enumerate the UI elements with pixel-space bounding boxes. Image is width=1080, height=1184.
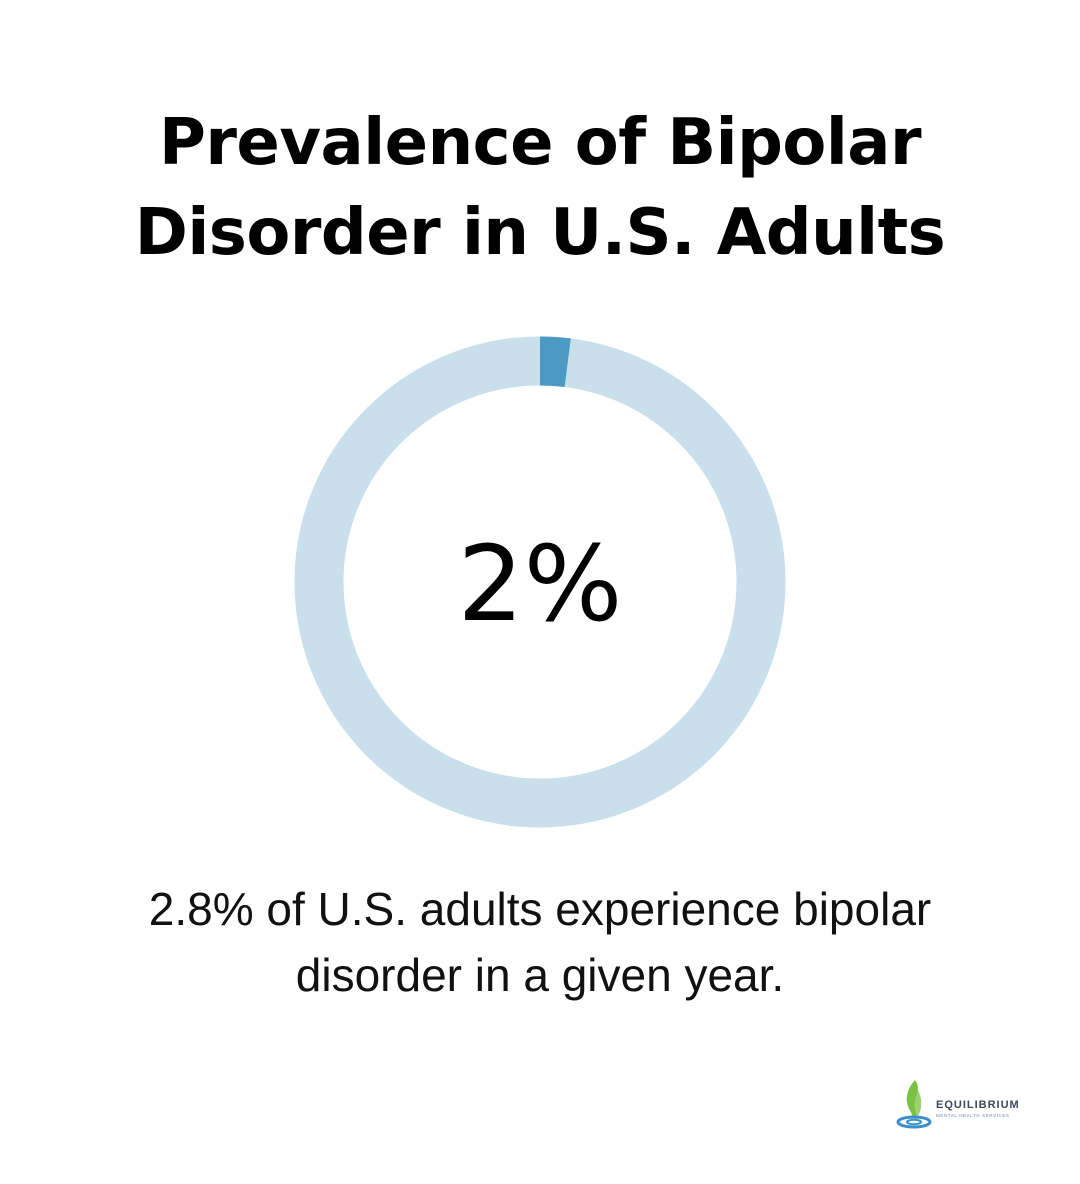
donut-chart: 2% bbox=[290, 332, 790, 832]
logo-name: EQUILIBRIUM bbox=[936, 1099, 1020, 1111]
chart-title-line-2: Disorder in U.S. Adults bbox=[134, 196, 946, 270]
water-ring-inner bbox=[906, 1118, 922, 1126]
chart-caption: 2.8% of U.S. adults experience bipolar d… bbox=[60, 876, 1020, 1008]
chart-title: Prevalence of Bipolar Disorder in U.S. A… bbox=[60, 98, 1020, 278]
flame-leaf-icon bbox=[896, 1080, 932, 1129]
water-ring bbox=[896, 1115, 932, 1129]
chart-title-line-1: Prevalence of Bipolar bbox=[158, 106, 922, 180]
leaf-shape bbox=[906, 1080, 918, 1119]
equilibrium-logo: EQUILIBRIUM MENTAL HEALTH SERVICES bbox=[894, 1076, 1034, 1132]
logo-tagline: MENTAL HEALTH SERVICES bbox=[936, 1113, 1010, 1118]
chart-caption-line-1: 2.8% of U.S. adults experience bipolar bbox=[148, 883, 932, 935]
donut-chart-svg: 2% bbox=[294, 336, 786, 828]
leaf-inner-shape bbox=[914, 1090, 922, 1118]
donut-value-slice bbox=[539, 336, 571, 388]
chart-caption-line-2: disorder in a given year. bbox=[295, 949, 785, 1001]
donut-center-label: 2% bbox=[458, 523, 623, 645]
